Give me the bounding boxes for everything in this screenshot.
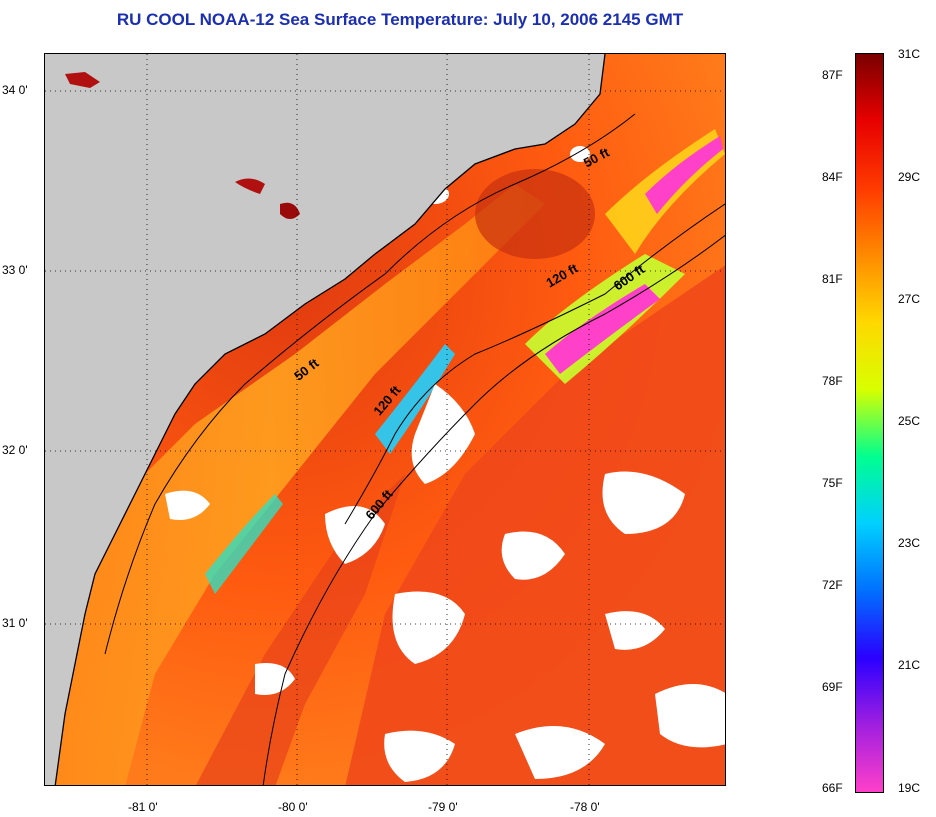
- cloud-patch: [515, 726, 605, 779]
- cloud-patch: [605, 611, 665, 650]
- cloud-patch: [501, 531, 565, 580]
- colorbar-fahrenheit-label: 78F: [822, 374, 843, 388]
- gulf-stream-band: [345, 265, 725, 785]
- colorbar-celsius-label: 19C: [898, 781, 921, 795]
- contour-600ft: [262, 234, 725, 785]
- map-title: RU COOL NOAA-12 Sea Surface Temperature:…: [116, 10, 684, 29]
- lon-label: -78 0': [570, 800, 600, 814]
- sst-map-canvas: [45, 54, 725, 785]
- lat-label: 31 0': [2, 616, 28, 630]
- cool-filament-north-core: [645, 136, 723, 214]
- graticule: [45, 54, 725, 785]
- lat-label: 32 0': [2, 443, 28, 457]
- contour-50ft: [104, 113, 636, 655]
- temperature-colorbar: [855, 53, 884, 793]
- cool-filament-coast: [205, 494, 283, 594]
- cloud-patch: [384, 730, 455, 782]
- cloud-patch: [655, 684, 725, 748]
- cloud-patch: [570, 146, 590, 162]
- cool-filament-south: [375, 344, 455, 454]
- estuary: [65, 72, 100, 88]
- estuary: [235, 178, 265, 194]
- coastline: [54, 54, 606, 785]
- sst-map[interactable]: [44, 53, 726, 786]
- cool-filament-mid-core: [545, 284, 660, 374]
- colorbar-fahrenheit-label: 75F: [822, 476, 843, 490]
- colorbar-celsius-label: 27C: [898, 292, 921, 306]
- warm-pocket: [475, 169, 595, 259]
- lon-label: -81 0': [128, 800, 158, 814]
- colorbar-fahrenheit-label: 66F: [822, 781, 843, 795]
- shelf-water: [45, 184, 545, 785]
- colorbar-celsius-label: 31C: [898, 47, 921, 61]
- colorbar-fahrenheit-label: 87F: [822, 68, 843, 82]
- lat-label: 34 0': [2, 83, 28, 97]
- lon-label: -79 0': [428, 800, 458, 814]
- colorbar-celsius-label: 25C: [898, 414, 921, 428]
- colorbar-fahrenheit-label: 72F: [822, 578, 843, 592]
- contour-120ft: [344, 203, 725, 525]
- cloud-patch: [255, 663, 295, 695]
- lat-label: 33 0': [2, 263, 28, 277]
- lon-label: -80 0': [278, 800, 308, 814]
- cloud-patch: [165, 490, 210, 520]
- colorbar-celsius-label: 23C: [898, 536, 921, 550]
- colorbar-celsius-label: 21C: [898, 658, 921, 672]
- colorbar-fahrenheit-label: 84F: [822, 170, 843, 184]
- colorbar-celsius-label: 29C: [898, 170, 921, 184]
- colorbar-fahrenheit-label: 69F: [822, 680, 843, 694]
- colorbar-fahrenheit-label: 81F: [822, 272, 843, 286]
- land-mass: [45, 54, 605, 785]
- cloud-patch: [602, 471, 685, 534]
- cloud-patch: [411, 384, 475, 484]
- estuary: [280, 202, 300, 219]
